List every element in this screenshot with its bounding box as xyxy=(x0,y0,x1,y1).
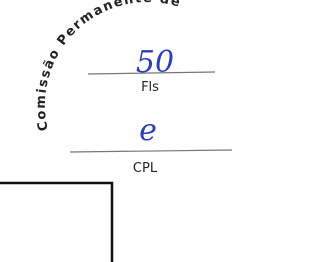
page-label: Fls xyxy=(141,80,159,95)
unit-label: CPL xyxy=(133,161,158,176)
stamp-scan: Comissão Permanente de 50 Fls e CPL xyxy=(0,0,256,262)
rubric: e xyxy=(139,113,157,148)
page-number: 50 xyxy=(136,45,174,80)
